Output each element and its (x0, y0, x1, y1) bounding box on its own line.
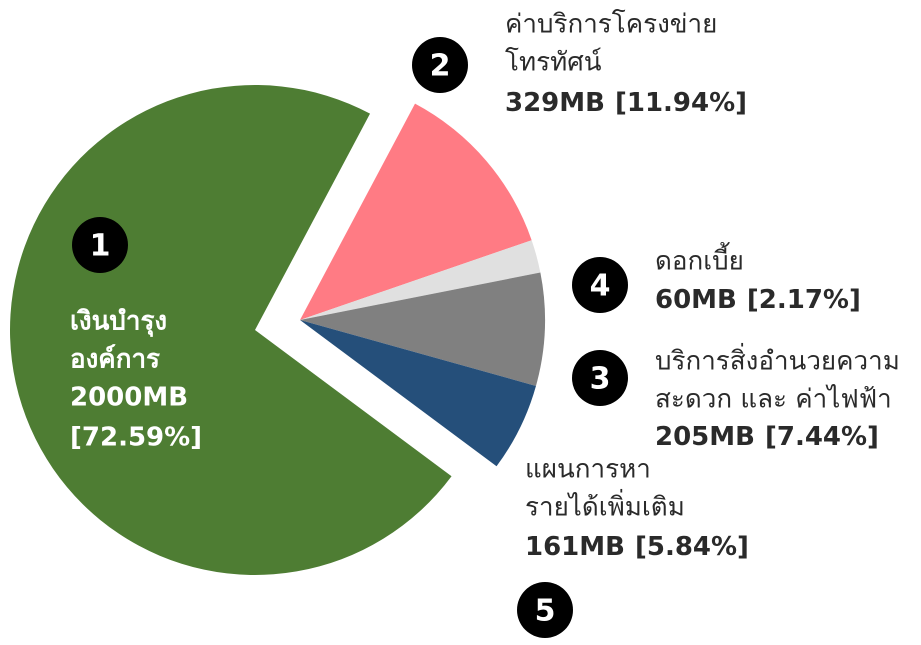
pie-slice (300, 320, 536, 467)
badge (412, 37, 468, 93)
slice-label: รายได้เพิ่มเติม (525, 489, 685, 523)
percent-label: [2.17%] (747, 285, 861, 315)
percent-label: [5.84%] (635, 532, 749, 562)
badge (572, 257, 628, 313)
slice-label: บริการสิ่งอำนวยความ (655, 343, 900, 377)
badge (572, 350, 628, 406)
slice-label: โทรทัศน์ (505, 47, 602, 78)
value-label: 60MB (655, 285, 737, 315)
pie-slice (300, 272, 545, 386)
value-label: 161MB (525, 532, 625, 562)
badge-number: 1 (90, 229, 111, 264)
badge-number: 5 (535, 594, 556, 629)
slice-label: ดอกเบี้ย (655, 242, 744, 277)
value-text: 329MB [11.94%] (505, 88, 747, 118)
slice-label: ค่าบริการโครงข่าย (505, 9, 717, 40)
pie-slice (10, 84, 452, 575)
badge-number: 2 (430, 49, 451, 84)
slice-label: องค์การ (70, 344, 160, 375)
value-text: 60MB [2.17%] (655, 285, 861, 315)
pie-slice (300, 103, 532, 320)
slice-label: สะดวก และ ค่าไฟฟ้า (655, 384, 892, 415)
badge (517, 582, 573, 638)
badge-number: 4 (590, 269, 611, 304)
value-label: 329MB (505, 88, 605, 118)
value-text: 161MB [5.84%] (525, 532, 749, 562)
pie-slice (300, 240, 541, 320)
percent-label: [7.44%] (765, 422, 879, 452)
value-text: 205MB [7.44%] (655, 422, 879, 452)
value-label: 205MB (655, 422, 755, 452)
slice-label: แผนการหา (525, 455, 651, 485)
slice-label: เงินบำรุง (70, 307, 167, 338)
value-label: 2000MB (70, 383, 188, 413)
badge (72, 217, 128, 273)
badge-number: 3 (590, 362, 611, 397)
percent-label: [11.94%] (615, 88, 747, 118)
percent-label: [72.59%] (70, 423, 202, 453)
